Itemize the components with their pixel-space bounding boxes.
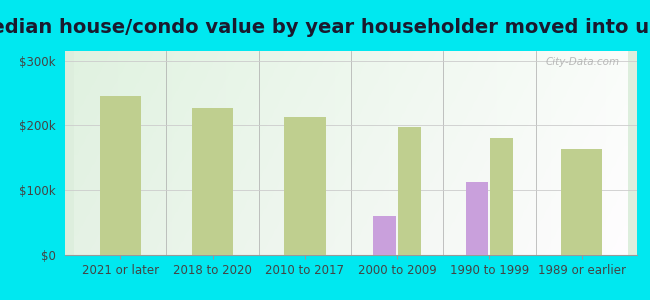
Text: City-Data.com: City-Data.com [546,57,620,67]
Bar [99,96,141,255]
Bar [491,138,514,255]
Bar [398,128,421,255]
Bar [373,216,396,255]
Bar [284,117,326,255]
Bar [192,108,233,255]
Bar [561,149,603,255]
Text: Median house/condo value by year householder moved into unit: Median house/condo value by year househo… [0,18,650,37]
Bar [465,182,488,255]
